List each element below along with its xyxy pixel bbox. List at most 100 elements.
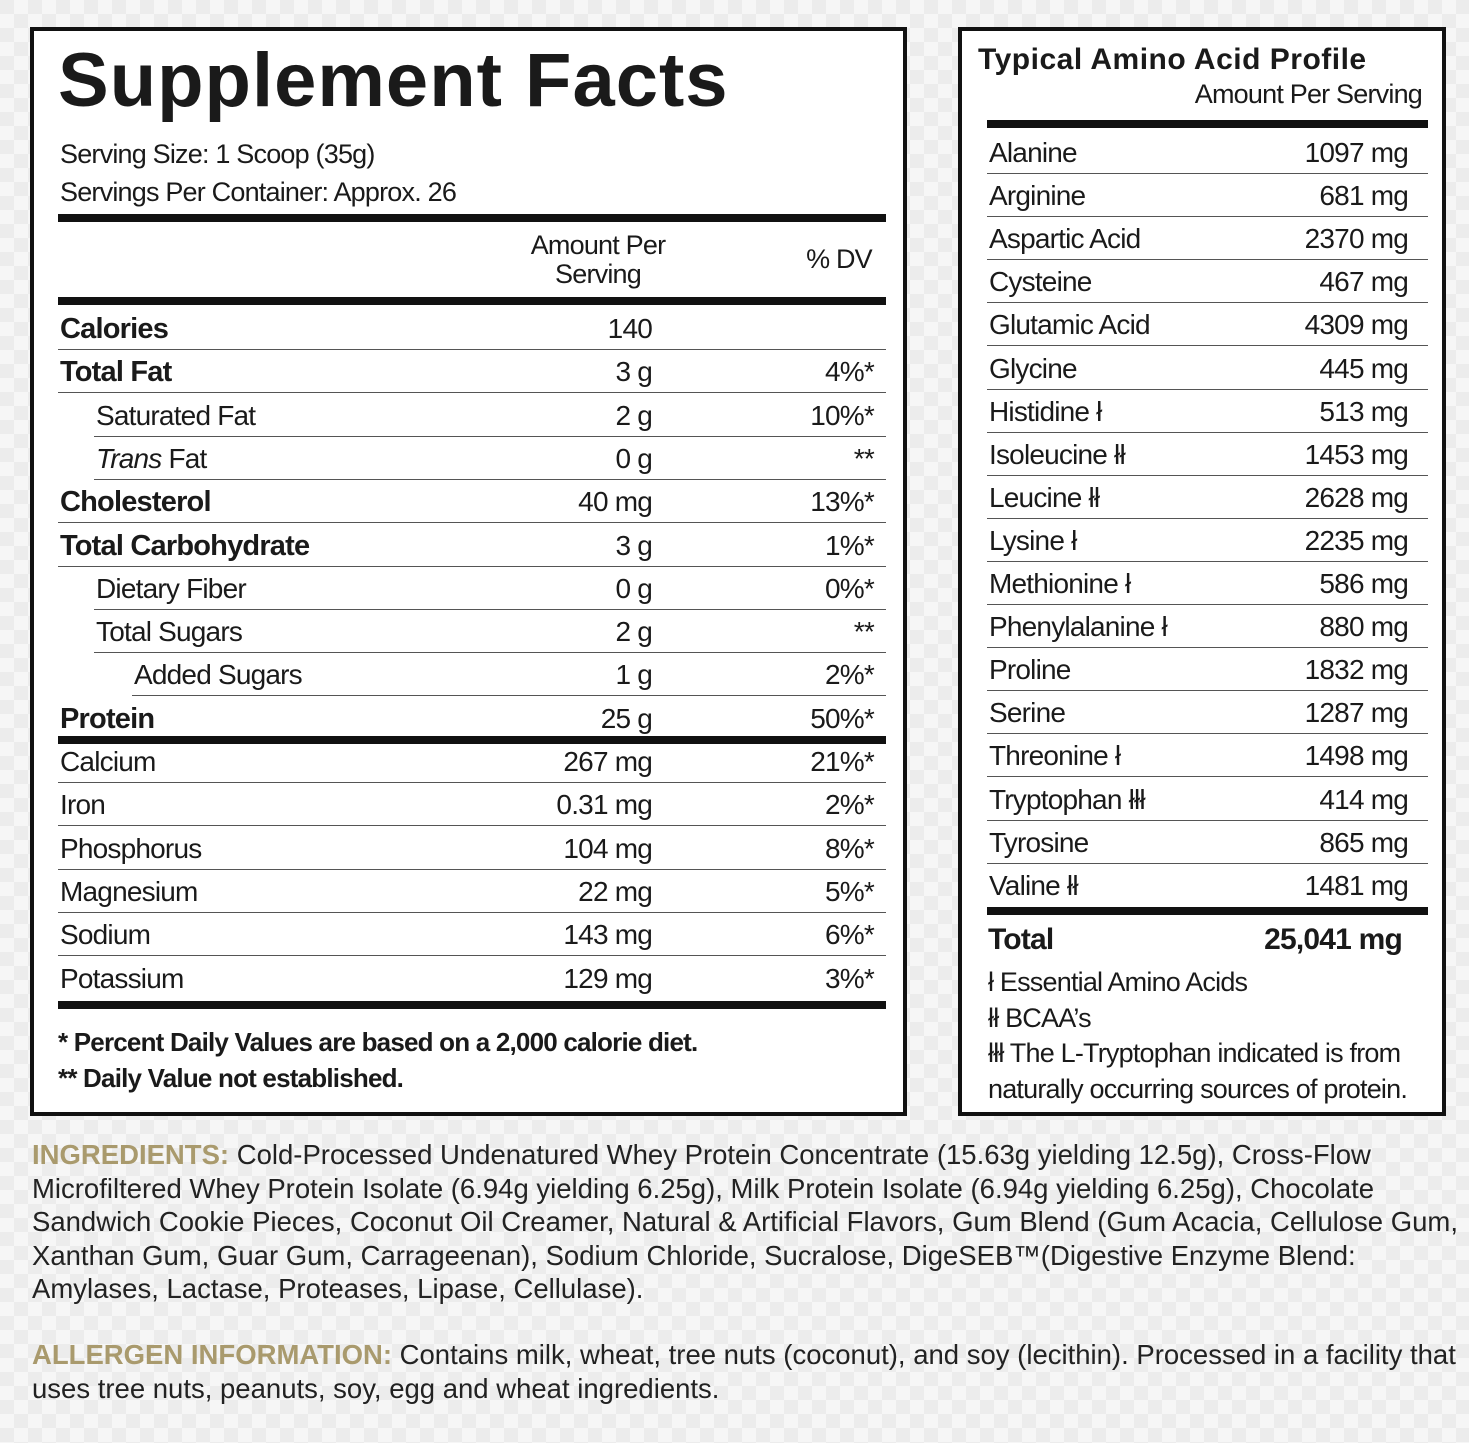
divider-thick — [58, 297, 886, 305]
amino-row: Arginine 681 mg — [987, 174, 1428, 218]
nutrient-name-text: Cholesterol — [60, 486, 212, 519]
nutrient-dv: ** — [853, 616, 875, 648]
nutrient-amount: 2 g — [615, 616, 652, 648]
amino-subtitle: Amount Per Serving — [1194, 79, 1423, 109]
amino-row: Alanine 1097 mg — [987, 131, 1428, 174]
amino-row: Histidine ł 513 mg — [987, 390, 1428, 433]
nutrient-amount: 0.31 mg — [556, 789, 652, 821]
nutrient-name-text: Fat — [161, 442, 207, 474]
nutrient-name: Total Fat — [60, 356, 172, 389]
nutrient-name-text: Potassium — [60, 962, 184, 994]
amino-amount: 414 mg — [1319, 783, 1408, 815]
nutrient-name-text: Dietary Fiber — [96, 572, 247, 604]
nutrient-dv: 6%* — [825, 919, 875, 951]
amino-name: Valine łł — [989, 869, 1079, 901]
nutrient-row: Sodium 143 mg 6%* — [58, 913, 886, 957]
nutrient-name: Saturated Fat — [96, 400, 256, 432]
nutrient-row: Total Sugars 2 g ** — [94, 610, 886, 654]
nutrient-name: Calories — [60, 313, 169, 346]
nutrient-row: Total Carbohydrate 3 g 1%* — [58, 524, 886, 567]
amino-row: Phenylalanine ł 880 mg — [987, 605, 1428, 649]
nutrient-amount: 2 g — [615, 399, 652, 431]
nutrient-row: Protein 25 g 50%* — [58, 697, 886, 744]
amino-row: Tryptophan łłł 414 mg — [987, 778, 1428, 821]
supplement-facts-title: Supplement Facts — [58, 38, 729, 123]
nutrient-amount: 22 mg — [578, 875, 653, 907]
nutrient-dv: 2%* — [825, 659, 875, 691]
nutrient-name-text: Phosphorus — [60, 832, 202, 864]
amino-amount: 681 mg — [1319, 180, 1408, 212]
nutrient-name: Magnesium — [60, 876, 198, 908]
legend-essential: ł Essential Amino Acids — [988, 967, 1248, 997]
nutrient-dv: 21%* — [810, 746, 875, 777]
divider-thick — [987, 120, 1428, 128]
footnote-not-established: ** Daily Value not established. — [58, 1063, 404, 1093]
amino-name: Phenylalanine ł — [989, 611, 1168, 643]
ingredients-text: Cold-Processed Undenatured Whey Protein … — [32, 1139, 1458, 1304]
amino-amount: 2370 mg — [1304, 223, 1409, 255]
nutrient-name-text: Total Fat — [60, 356, 172, 389]
nutrient-name-text: Protein — [60, 702, 155, 735]
amino-amount: 865 mg — [1319, 826, 1408, 858]
amino-name: Aspartic Acid — [989, 223, 1141, 255]
amino-title: Typical Amino Acid Profile — [978, 43, 1367, 76]
legend-bcaa: łł BCAA’s — [988, 1003, 1092, 1033]
nutrient-name-text: Magnesium — [60, 875, 198, 907]
amino-name: Arginine — [989, 180, 1086, 212]
nutrient-dv: 10%* — [810, 399, 875, 431]
nutrient-row: Calcium 267 mg 21%* — [58, 740, 886, 783]
nutrient-name: Added Sugars — [134, 659, 303, 691]
amino-row: Glutamic Acid 4309 mg — [987, 303, 1428, 347]
amino-name: Tyrosine — [989, 826, 1089, 858]
nutrient-dv: 3%* — [825, 962, 875, 994]
amino-name: Cysteine — [989, 266, 1092, 298]
amount-per-serving-header: Amount Per Serving — [530, 230, 666, 289]
dv-header: % DV — [806, 244, 873, 274]
serving-size: Serving Size: 1 Scoop (35g) — [60, 139, 375, 169]
nutrient-dv: 8%* — [825, 832, 875, 864]
amino-name: Histidine ł — [989, 395, 1102, 427]
nutrient-row: Potassium 129 mg 3%* — [58, 957, 886, 1000]
nutrient-amount: 3 g — [615, 356, 652, 388]
nutrient-dv: 50%* — [810, 702, 875, 734]
nutrient-amount: 40 mg — [578, 486, 653, 518]
amino-name: Lysine ł — [989, 524, 1077, 556]
nutrient-dv: 1%* — [825, 529, 875, 561]
amino-row: Tyrosine 865 mg — [987, 821, 1428, 864]
nutrient-name-text: Total Sugars — [96, 616, 243, 648]
amino-row: Methionine ł 586 mg — [987, 562, 1428, 605]
allergen-info: ALLERGEN INFORMATION: Contains milk, whe… — [32, 1338, 1469, 1405]
amino-row: Proline 1832 mg — [987, 648, 1428, 692]
amino-name: Isoleucine łł — [989, 438, 1126, 470]
amino-amount: 880 mg — [1319, 611, 1408, 643]
nutrient-name: Total Carbohydrate — [60, 530, 310, 563]
amino-row: Valine łł 1481 mg — [987, 864, 1428, 907]
nutrient-name: Trans Fat — [96, 443, 207, 475]
nutrient-name-text: Added Sugars — [134, 659, 303, 691]
amino-amount: 2628 mg — [1304, 481, 1409, 513]
nutrient-name: Sodium — [60, 919, 151, 951]
nutrient-row: Trans Fat 0 g ** — [94, 437, 886, 480]
amino-row: Serine 1287 mg — [987, 691, 1428, 735]
nutrient-row: Added Sugars 1 g 2%* — [132, 653, 886, 697]
amino-amount: 445 mg — [1319, 352, 1408, 384]
nutrient-name-text: Sodium — [60, 919, 151, 951]
nutrient-row: Phosphorus 104 mg 8%* — [58, 827, 886, 870]
ingredients-label: INGREDIENTS: — [32, 1139, 230, 1170]
nutrient-name: Potassium — [60, 963, 184, 995]
amino-row: Cysteine 467 mg — [987, 260, 1428, 304]
nutrient-amount: 25 g — [600, 702, 653, 734]
amino-amount: 1453 mg — [1304, 438, 1409, 470]
amino-amount: 2235 mg — [1304, 524, 1409, 556]
nutrient-amount: 3 g — [615, 529, 652, 561]
divider-thick — [58, 1001, 886, 1009]
amino-amount: 4309 mg — [1304, 309, 1409, 341]
nutrient-row: Calories 140 — [58, 307, 886, 350]
amino-name: Alanine — [989, 137, 1078, 168]
nutrient-row: Iron 0.31 mg 2%* — [58, 783, 886, 827]
amino-row: Threonine ł 1498 mg — [987, 734, 1428, 778]
nutrient-row: Magnesium 22 mg 5%* — [58, 870, 886, 913]
footnote-dv: * Percent Daily Values are based on a 2,… — [58, 1027, 698, 1057]
amino-amount: 513 mg — [1319, 395, 1408, 427]
amino-acid-panel: Typical Amino Acid Profile Amount Per Se… — [958, 27, 1446, 1116]
